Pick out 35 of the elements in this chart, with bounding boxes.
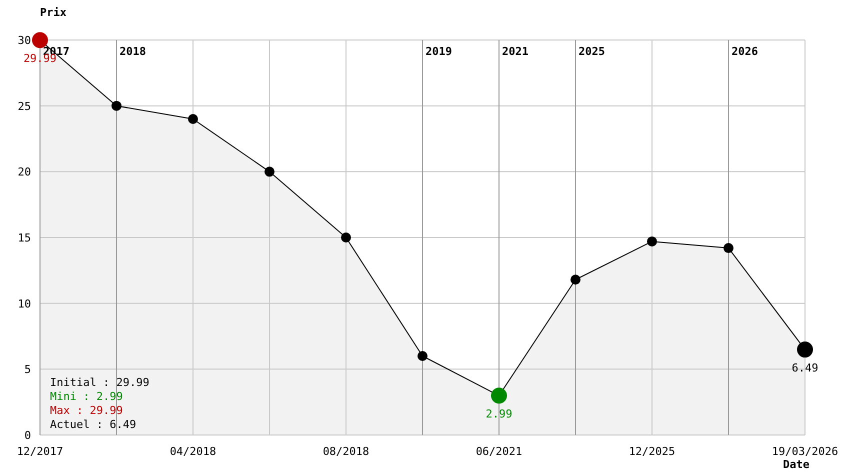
annotation: 2019 [426, 45, 452, 58]
y-axis-title: Prix [40, 6, 67, 19]
x-tick-label: 12/2017 [16, 445, 64, 458]
y-tick-label: 25 [18, 100, 31, 113]
data-label: 29.99 [23, 52, 57, 66]
point [188, 114, 198, 124]
annotation: Max : 29.99 [50, 404, 123, 417]
point [112, 100, 122, 111]
annotation: Initial : 29.99 [50, 376, 150, 389]
point [341, 232, 351, 242]
annotation: 2025 [578, 45, 605, 58]
y-tick-label: 5 [24, 363, 31, 376]
y-tick-label: 0 [24, 429, 31, 442]
x-tick-label: 06/2021 [476, 445, 522, 458]
annotation: 2021 [502, 45, 529, 58]
x-tick-label: 08/2018 [322, 445, 370, 458]
y-tick-label: 30 [18, 34, 31, 47]
x-tick-label: 19/03/2026 [772, 445, 838, 458]
y-tick-label: 10 [18, 297, 31, 310]
point [264, 166, 274, 177]
x-axis-title: Date [783, 458, 810, 471]
data-label: 2.99 [486, 408, 512, 421]
x-tick-label: 04/2018 [170, 445, 216, 458]
point [418, 351, 428, 361]
annotation: 2026 [732, 45, 758, 58]
annotation: 2018 [120, 45, 146, 58]
annotation: Mini : 2.99 [50, 390, 123, 403]
point [724, 243, 734, 254]
y-tick-label: 15 [18, 232, 31, 244]
data-label: 6.49 [792, 362, 818, 375]
point [647, 236, 657, 246]
annotation: Actuel : 6.49 [50, 418, 136, 431]
x-tick-label: 12/2025 [628, 445, 676, 458]
point [570, 274, 580, 285]
y-tick-label: 20 [18, 166, 31, 179]
